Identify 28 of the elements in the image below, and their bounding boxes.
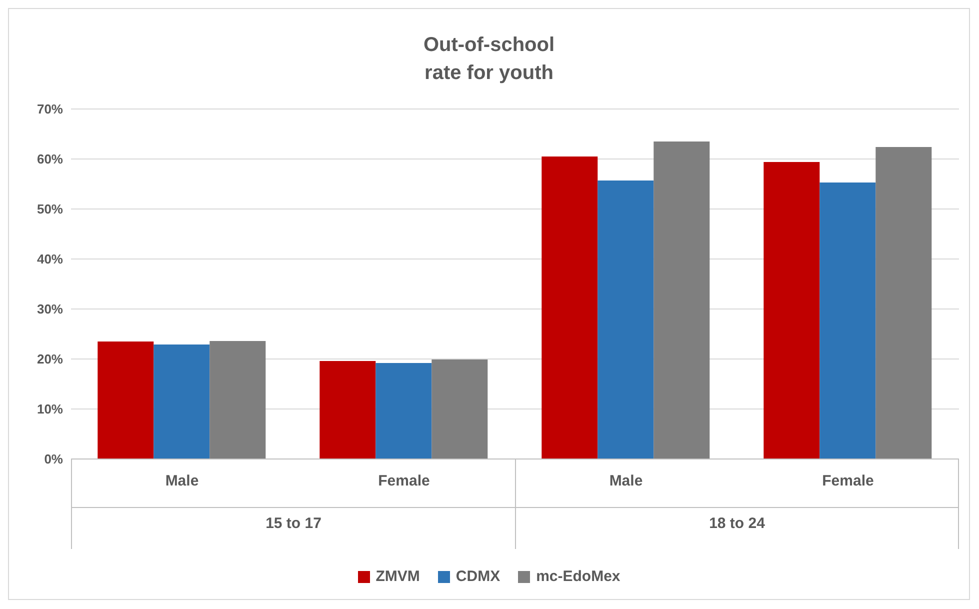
y-tick-label: 60%: [36, 152, 64, 167]
bar: [876, 147, 932, 459]
y-tick-label: 50%: [36, 202, 64, 217]
bar: [654, 142, 710, 459]
legend-label: ZMVM: [374, 568, 420, 585]
y-tick-label: 20%: [36, 352, 64, 367]
y-tick-label: 30%: [36, 302, 64, 317]
legend-label: mc-EdoMex: [535, 568, 620, 585]
x-tick-label: Male: [165, 472, 199, 490]
bar: [154, 344, 210, 459]
x-tick-label: Female: [378, 472, 430, 490]
legend-label: CDMX: [454, 568, 500, 585]
x-tick-label: Male: [609, 472, 643, 490]
bar: [598, 180, 654, 459]
x-tick-label: Female: [822, 472, 874, 490]
y-tick-label: 0%: [44, 452, 64, 467]
chart-title: Out-of-school rate for youth: [422, 33, 556, 86]
bar: [376, 363, 432, 459]
y-tick-label: 10%: [36, 402, 64, 417]
y-tick-label: 70%: [36, 102, 64, 117]
bar: [320, 361, 376, 459]
bar: [820, 182, 876, 459]
bar: [432, 360, 488, 459]
bar: [764, 162, 820, 459]
bar: [98, 342, 154, 459]
bar: [210, 341, 266, 459]
bar: [542, 156, 598, 459]
y-tick-label: 40%: [36, 252, 64, 267]
